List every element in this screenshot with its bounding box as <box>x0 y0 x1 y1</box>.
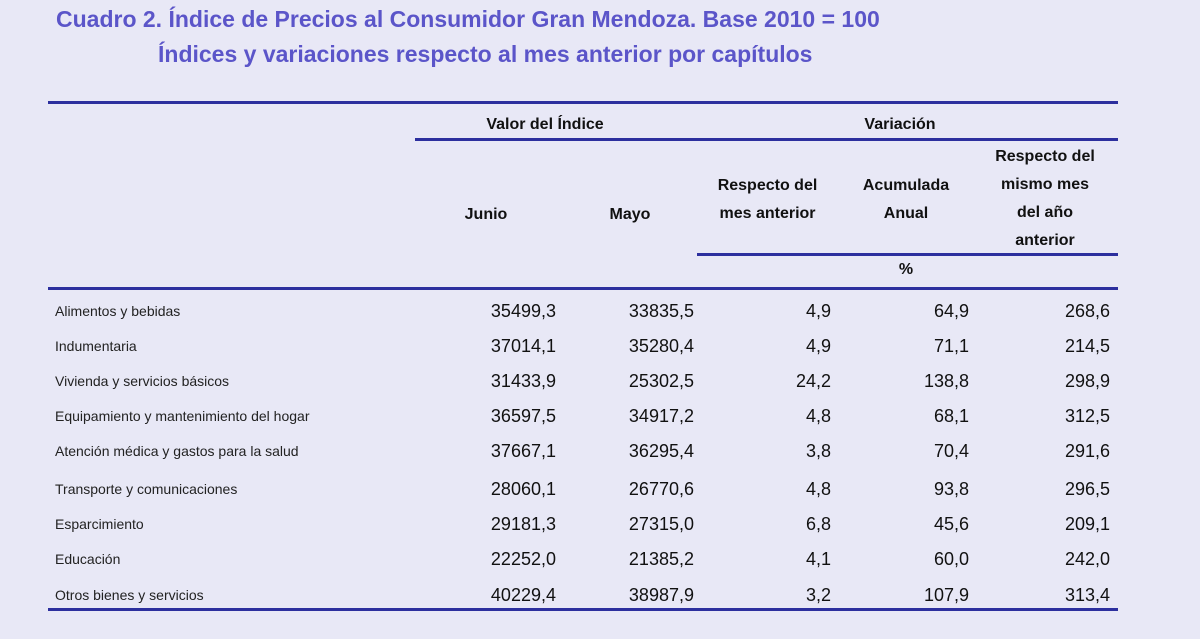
cell-mayo: 21385,2 <box>628 549 694 569</box>
cell-junio: 35499,3 <box>490 301 556 321</box>
cell-respecto-mes-anterior: 4,8 <box>805 406 831 426</box>
header-junio: Junio <box>464 206 508 223</box>
header-acumulada-anual-line-2: Anual <box>883 205 929 222</box>
bottom-rule <box>48 608 1118 611</box>
header-variacion: Variación <box>864 116 936 133</box>
cell-respecto-mes-anterior: 4,9 <box>805 301 831 321</box>
cell-junio: 37667,1 <box>490 441 556 461</box>
table-row: Educación 22252,0 21385,2 4,1 60,0 242,0 <box>50 542 1120 576</box>
header-respecto-mes-anterior-line-2: mes anterior <box>719 205 816 222</box>
row-label: Atención médica y gastos para la salud <box>55 443 299 459</box>
cell-mayo: 36295,4 <box>628 441 694 461</box>
row-label: Equipamiento y mantenimiento del hogar <box>55 408 310 424</box>
cell-acumulada-anual: 93,8 <box>933 479 969 499</box>
table-row: Equipamiento y mantenimiento del hogar 3… <box>50 399 1120 433</box>
cell-acumulada-anual: 60,0 <box>933 549 969 569</box>
row-label: Alimentos y bebidas <box>55 303 181 319</box>
header-respecto-mismo-mes-line-2: mismo mes <box>1000 176 1090 193</box>
cell-junio: 37014,1 <box>490 336 556 356</box>
table-row: Alimentos y bebidas 35499,3 33835,5 4,9 … <box>50 294 1120 328</box>
cell-mayo: 26770,6 <box>628 479 694 499</box>
cell-acumulada-anual: 107,9 <box>923 585 969 605</box>
cell-respecto-mes-anterior: 4,1 <box>805 549 831 569</box>
cell-respecto-mismo-mes: 291,6 <box>1064 441 1110 461</box>
row-label: Esparcimiento <box>55 516 144 532</box>
cell-respecto-mes-anterior: 24,2 <box>795 371 831 391</box>
cell-acumulada-anual: 68,1 <box>933 406 969 426</box>
cell-acumulada-anual: 70,4 <box>933 441 969 461</box>
cell-respecto-mismo-mes: 214,5 <box>1064 336 1110 356</box>
cell-respecto-mismo-mes: 298,9 <box>1064 371 1110 391</box>
row-label: Otros bienes y servicios <box>55 587 204 603</box>
cell-junio: 22252,0 <box>490 549 556 569</box>
header-respecto-mismo-mes-line-4: anterior <box>1015 232 1075 249</box>
row-label: Vivienda y servicios básicos <box>55 373 230 389</box>
header-respecto-mes-anterior-line-1: Respecto del <box>717 177 818 194</box>
cell-mayo: 35280,4 <box>628 336 694 356</box>
cell-mayo: 38987,9 <box>628 585 694 605</box>
cell-junio: 28060,1 <box>490 479 556 499</box>
header-bottom-rule <box>48 287 1118 290</box>
cell-junio: 40229,4 <box>490 585 556 605</box>
cell-mayo: 25302,5 <box>628 371 694 391</box>
cell-acumulada-anual: 71,1 <box>933 336 969 356</box>
cell-junio: 29181,3 <box>490 514 556 534</box>
cell-respecto-mismo-mes: 296,5 <box>1064 479 1110 499</box>
cell-respecto-mismo-mes: 312,5 <box>1064 406 1110 426</box>
group-header-rule <box>415 138 1118 141</box>
cell-acumulada-anual: 64,9 <box>933 301 969 321</box>
cell-junio: 31433,9 <box>490 371 556 391</box>
variation-subheader-rule <box>697 253 1118 256</box>
table-row: Atención médica y gastos para la salud 3… <box>50 434 1120 468</box>
table-row: Otros bienes y servicios 40229,4 38987,9… <box>50 578 1120 612</box>
header-valor-indice: Valor del Índice <box>486 116 604 133</box>
header-respecto-mismo-mes-line-1: Respecto del <box>995 148 1095 165</box>
cell-acumulada-anual: 45,6 <box>933 514 969 534</box>
header-respecto-mismo-mes-line-3: del año <box>1016 204 1073 221</box>
header-acumulada-anual-line-1: Acumulada <box>862 177 950 194</box>
cell-respecto-mes-anterior: 6,8 <box>805 514 831 534</box>
table-title-line-2: Índices y variaciones respecto al mes an… <box>158 41 813 67</box>
top-rule <box>48 101 1118 104</box>
cell-respecto-mes-anterior: 4,8 <box>805 479 831 499</box>
table-title-line-1: Cuadro 2. Índice de Precios al Consumido… <box>56 6 880 32</box>
cell-respecto-mes-anterior: 3,8 <box>805 441 831 461</box>
cell-acumulada-anual: 138,8 <box>923 371 969 391</box>
row-label: Indumentaria <box>55 338 137 354</box>
cell-respecto-mismo-mes: 242,0 <box>1064 549 1110 569</box>
cell-respecto-mismo-mes: 268,6 <box>1064 301 1110 321</box>
table-row: Esparcimiento 29181,3 27315,0 6,8 45,6 2… <box>50 507 1120 541</box>
table-row: Indumentaria 37014,1 35280,4 4,9 71,1 21… <box>50 329 1120 363</box>
row-label: Transporte y comunicaciones <box>55 481 238 497</box>
header-unit-percent: % <box>898 261 914 278</box>
cell-mayo: 34917,2 <box>628 406 694 426</box>
cell-respecto-mismo-mes: 209,1 <box>1064 514 1110 534</box>
cell-junio: 36597,5 <box>490 406 556 426</box>
table-row: Transporte y comunicaciones 28060,1 2677… <box>50 472 1120 506</box>
header-mayo: Mayo <box>609 206 651 223</box>
cell-respecto-mes-anterior: 3,2 <box>805 585 831 605</box>
cell-respecto-mismo-mes: 313,4 <box>1064 585 1110 605</box>
cell-respecto-mes-anterior: 4,9 <box>805 336 831 356</box>
row-label: Educación <box>55 551 121 567</box>
cell-mayo: 33835,5 <box>628 301 694 321</box>
cell-mayo: 27315,0 <box>628 514 694 534</box>
table-row: Vivienda y servicios básicos 31433,9 253… <box>50 364 1120 398</box>
